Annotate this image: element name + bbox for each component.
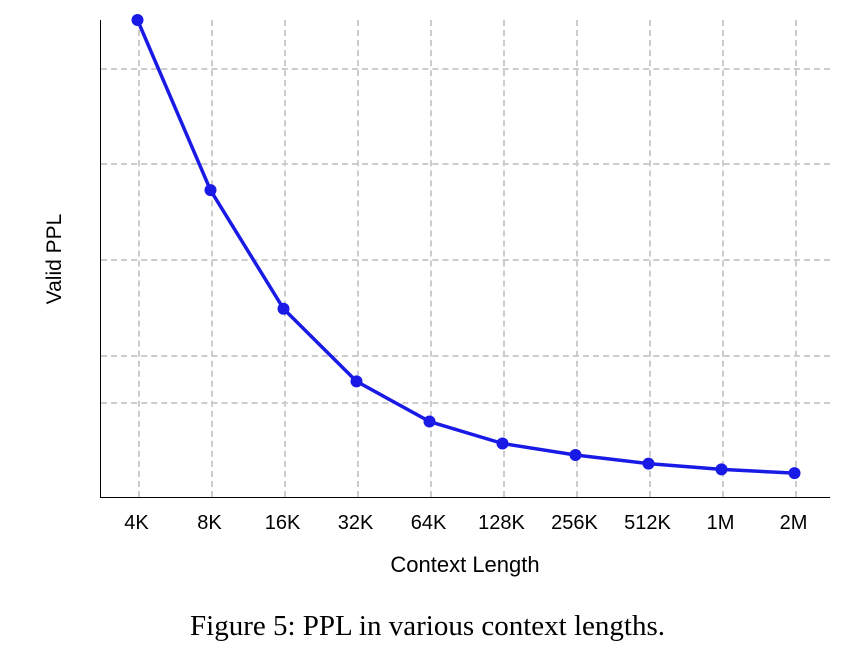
- data-point: [497, 438, 509, 450]
- data-point: [205, 184, 217, 196]
- y-axis-label: Valid PPL: [43, 214, 67, 305]
- figure-container: 4K8K16K32K64K128K256K512K1M2M Valid PPL …: [0, 0, 855, 661]
- data-point: [570, 449, 582, 461]
- x-tick-label: 8K: [197, 512, 221, 535]
- data-point: [351, 375, 363, 387]
- x-tick-label: 128K: [478, 512, 525, 535]
- x-tick-label: 4K: [124, 512, 148, 535]
- x-tick-label: 1M: [707, 512, 735, 535]
- data-point: [424, 416, 436, 428]
- data-point: [132, 14, 144, 26]
- x-axis-label: Context Length: [390, 552, 539, 578]
- x-tick-label: 512K: [624, 512, 671, 535]
- figure-caption: Figure 5: PPL in various context lengths…: [190, 610, 665, 643]
- x-tick-label: 2M: [780, 512, 808, 535]
- x-tick-label: 64K: [411, 512, 447, 535]
- data-point: [716, 463, 728, 475]
- x-tick-label: 256K: [551, 512, 598, 535]
- data-point: [789, 467, 801, 479]
- line-chart-svg: [101, 20, 831, 498]
- data-point: [643, 458, 655, 470]
- x-tick-label: 16K: [265, 512, 301, 535]
- data-point: [278, 303, 290, 315]
- x-tick-label: 32K: [338, 512, 374, 535]
- ppl-line: [138, 20, 795, 473]
- plot-area: [100, 20, 830, 498]
